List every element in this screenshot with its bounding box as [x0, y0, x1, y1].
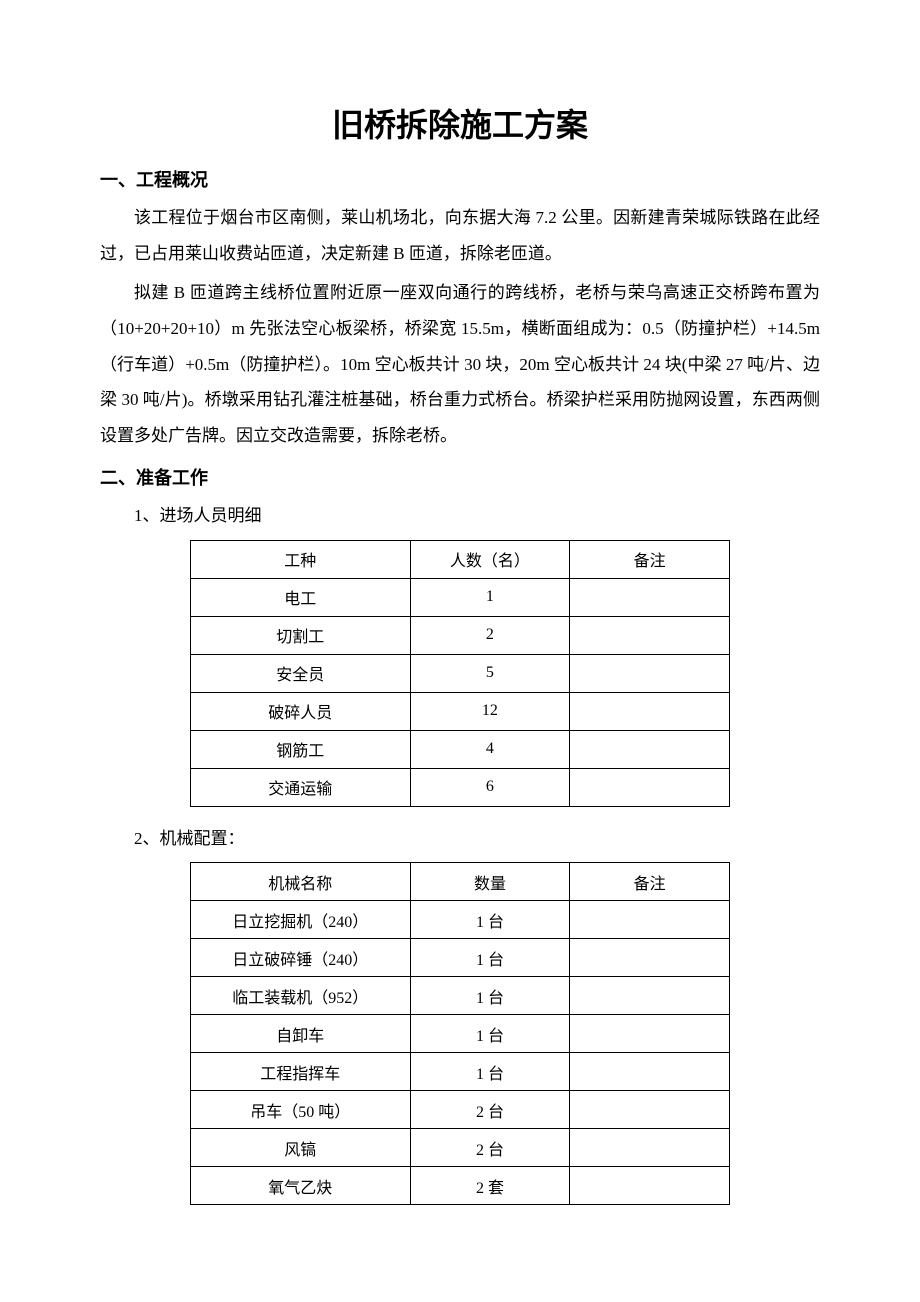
cell-count: 5 — [410, 654, 570, 692]
cell-machine-name: 吊车（50 吨） — [191, 1091, 411, 1129]
cell-job-type: 切割工 — [191, 616, 411, 654]
table-row: 电工 1 — [191, 578, 730, 616]
cell-remark — [570, 692, 730, 730]
cell-job-type: 电工 — [191, 578, 411, 616]
cell-machine-name: 日立破碎锤（240） — [191, 939, 411, 977]
cell-qty: 2 台 — [410, 1091, 570, 1129]
cell-remark — [570, 1091, 730, 1129]
cell-qty: 2 台 — [410, 1129, 570, 1167]
cell-remark — [570, 939, 730, 977]
cell-machine-name: 风镐 — [191, 1129, 411, 1167]
cell-remark — [570, 1053, 730, 1091]
table-row: 工程指挥车 1 台 — [191, 1053, 730, 1091]
table-row: 破碎人员 12 — [191, 692, 730, 730]
cell-qty: 1 台 — [410, 939, 570, 977]
cell-machine-name: 临工装载机（952） — [191, 977, 411, 1015]
cell-remark — [570, 730, 730, 768]
cell-job-type: 破碎人员 — [191, 692, 411, 730]
cell-qty: 1 台 — [410, 977, 570, 1015]
table-header-row: 工种 人数（名） 备注 — [191, 540, 730, 578]
document-title: 旧桥拆除施工方案 — [100, 100, 820, 146]
cell-count: 2 — [410, 616, 570, 654]
table-row: 日立破碎锤（240） 1 台 — [191, 939, 730, 977]
cell-machine-name: 日立挖掘机（240） — [191, 901, 411, 939]
machinery-table: 机械名称 数量 备注 日立挖掘机（240） 1 台 日立破碎锤（240） 1 台… — [190, 862, 730, 1205]
cell-remark — [570, 1167, 730, 1205]
subsection-heading-machinery: 2、机械配置： — [100, 821, 820, 857]
cell-qty: 1 台 — [410, 1015, 570, 1053]
cell-remark — [570, 768, 730, 806]
overview-para-2: 拟建 B 匝道跨主线桥位置附近原一座双向通行的跨线桥，老桥与荣乌高速正交桥跨布置… — [100, 275, 820, 453]
cell-qty: 1 台 — [410, 901, 570, 939]
table-row: 切割工 2 — [191, 616, 730, 654]
section-heading-overview: 一、工程概况 — [100, 166, 820, 192]
cell-machine-name: 氧气乙炔 — [191, 1167, 411, 1205]
table-row: 交通运输 6 — [191, 768, 730, 806]
cell-remark — [570, 654, 730, 692]
col-header-machine-name: 机械名称 — [191, 863, 411, 901]
cell-remark — [570, 977, 730, 1015]
col-header-remark: 备注 — [570, 863, 730, 901]
cell-job-type: 钢筋工 — [191, 730, 411, 768]
table-row: 临工装载机（952） 1 台 — [191, 977, 730, 1015]
table-header-row: 机械名称 数量 备注 — [191, 863, 730, 901]
table-row: 日立挖掘机（240） 1 台 — [191, 901, 730, 939]
table-row: 风镐 2 台 — [191, 1129, 730, 1167]
cell-remark — [570, 1129, 730, 1167]
cell-count: 12 — [410, 692, 570, 730]
cell-job-type: 安全员 — [191, 654, 411, 692]
cell-remark — [570, 1015, 730, 1053]
section-heading-preparation: 二、准备工作 — [100, 464, 820, 490]
cell-count: 4 — [410, 730, 570, 768]
cell-qty: 1 台 — [410, 1053, 570, 1091]
table-row: 安全员 5 — [191, 654, 730, 692]
col-header-count: 人数（名） — [410, 540, 570, 578]
cell-machine-name: 自卸车 — [191, 1015, 411, 1053]
cell-remark — [570, 901, 730, 939]
table-row: 钢筋工 4 — [191, 730, 730, 768]
cell-count: 6 — [410, 768, 570, 806]
subsection-heading-personnel: 1、进场人员明细 — [100, 498, 820, 534]
table-row: 自卸车 1 台 — [191, 1015, 730, 1053]
table-row: 氧气乙炔 2 套 — [191, 1167, 730, 1205]
personnel-table: 工种 人数（名） 备注 电工 1 切割工 2 安全员 5 破碎人员 12 钢筋工… — [190, 540, 730, 807]
cell-remark — [570, 578, 730, 616]
col-header-remark: 备注 — [570, 540, 730, 578]
overview-para-1: 该工程位于烟台市区南侧，莱山机场北，向东据大海 7.2 公里。因新建青荣城际铁路… — [100, 200, 820, 271]
table-row: 吊车（50 吨） 2 台 — [191, 1091, 730, 1129]
col-header-qty: 数量 — [410, 863, 570, 901]
cell-qty: 2 套 — [410, 1167, 570, 1205]
cell-remark — [570, 616, 730, 654]
cell-count: 1 — [410, 578, 570, 616]
col-header-job-type: 工种 — [191, 540, 411, 578]
cell-machine-name: 工程指挥车 — [191, 1053, 411, 1091]
cell-job-type: 交通运输 — [191, 768, 411, 806]
